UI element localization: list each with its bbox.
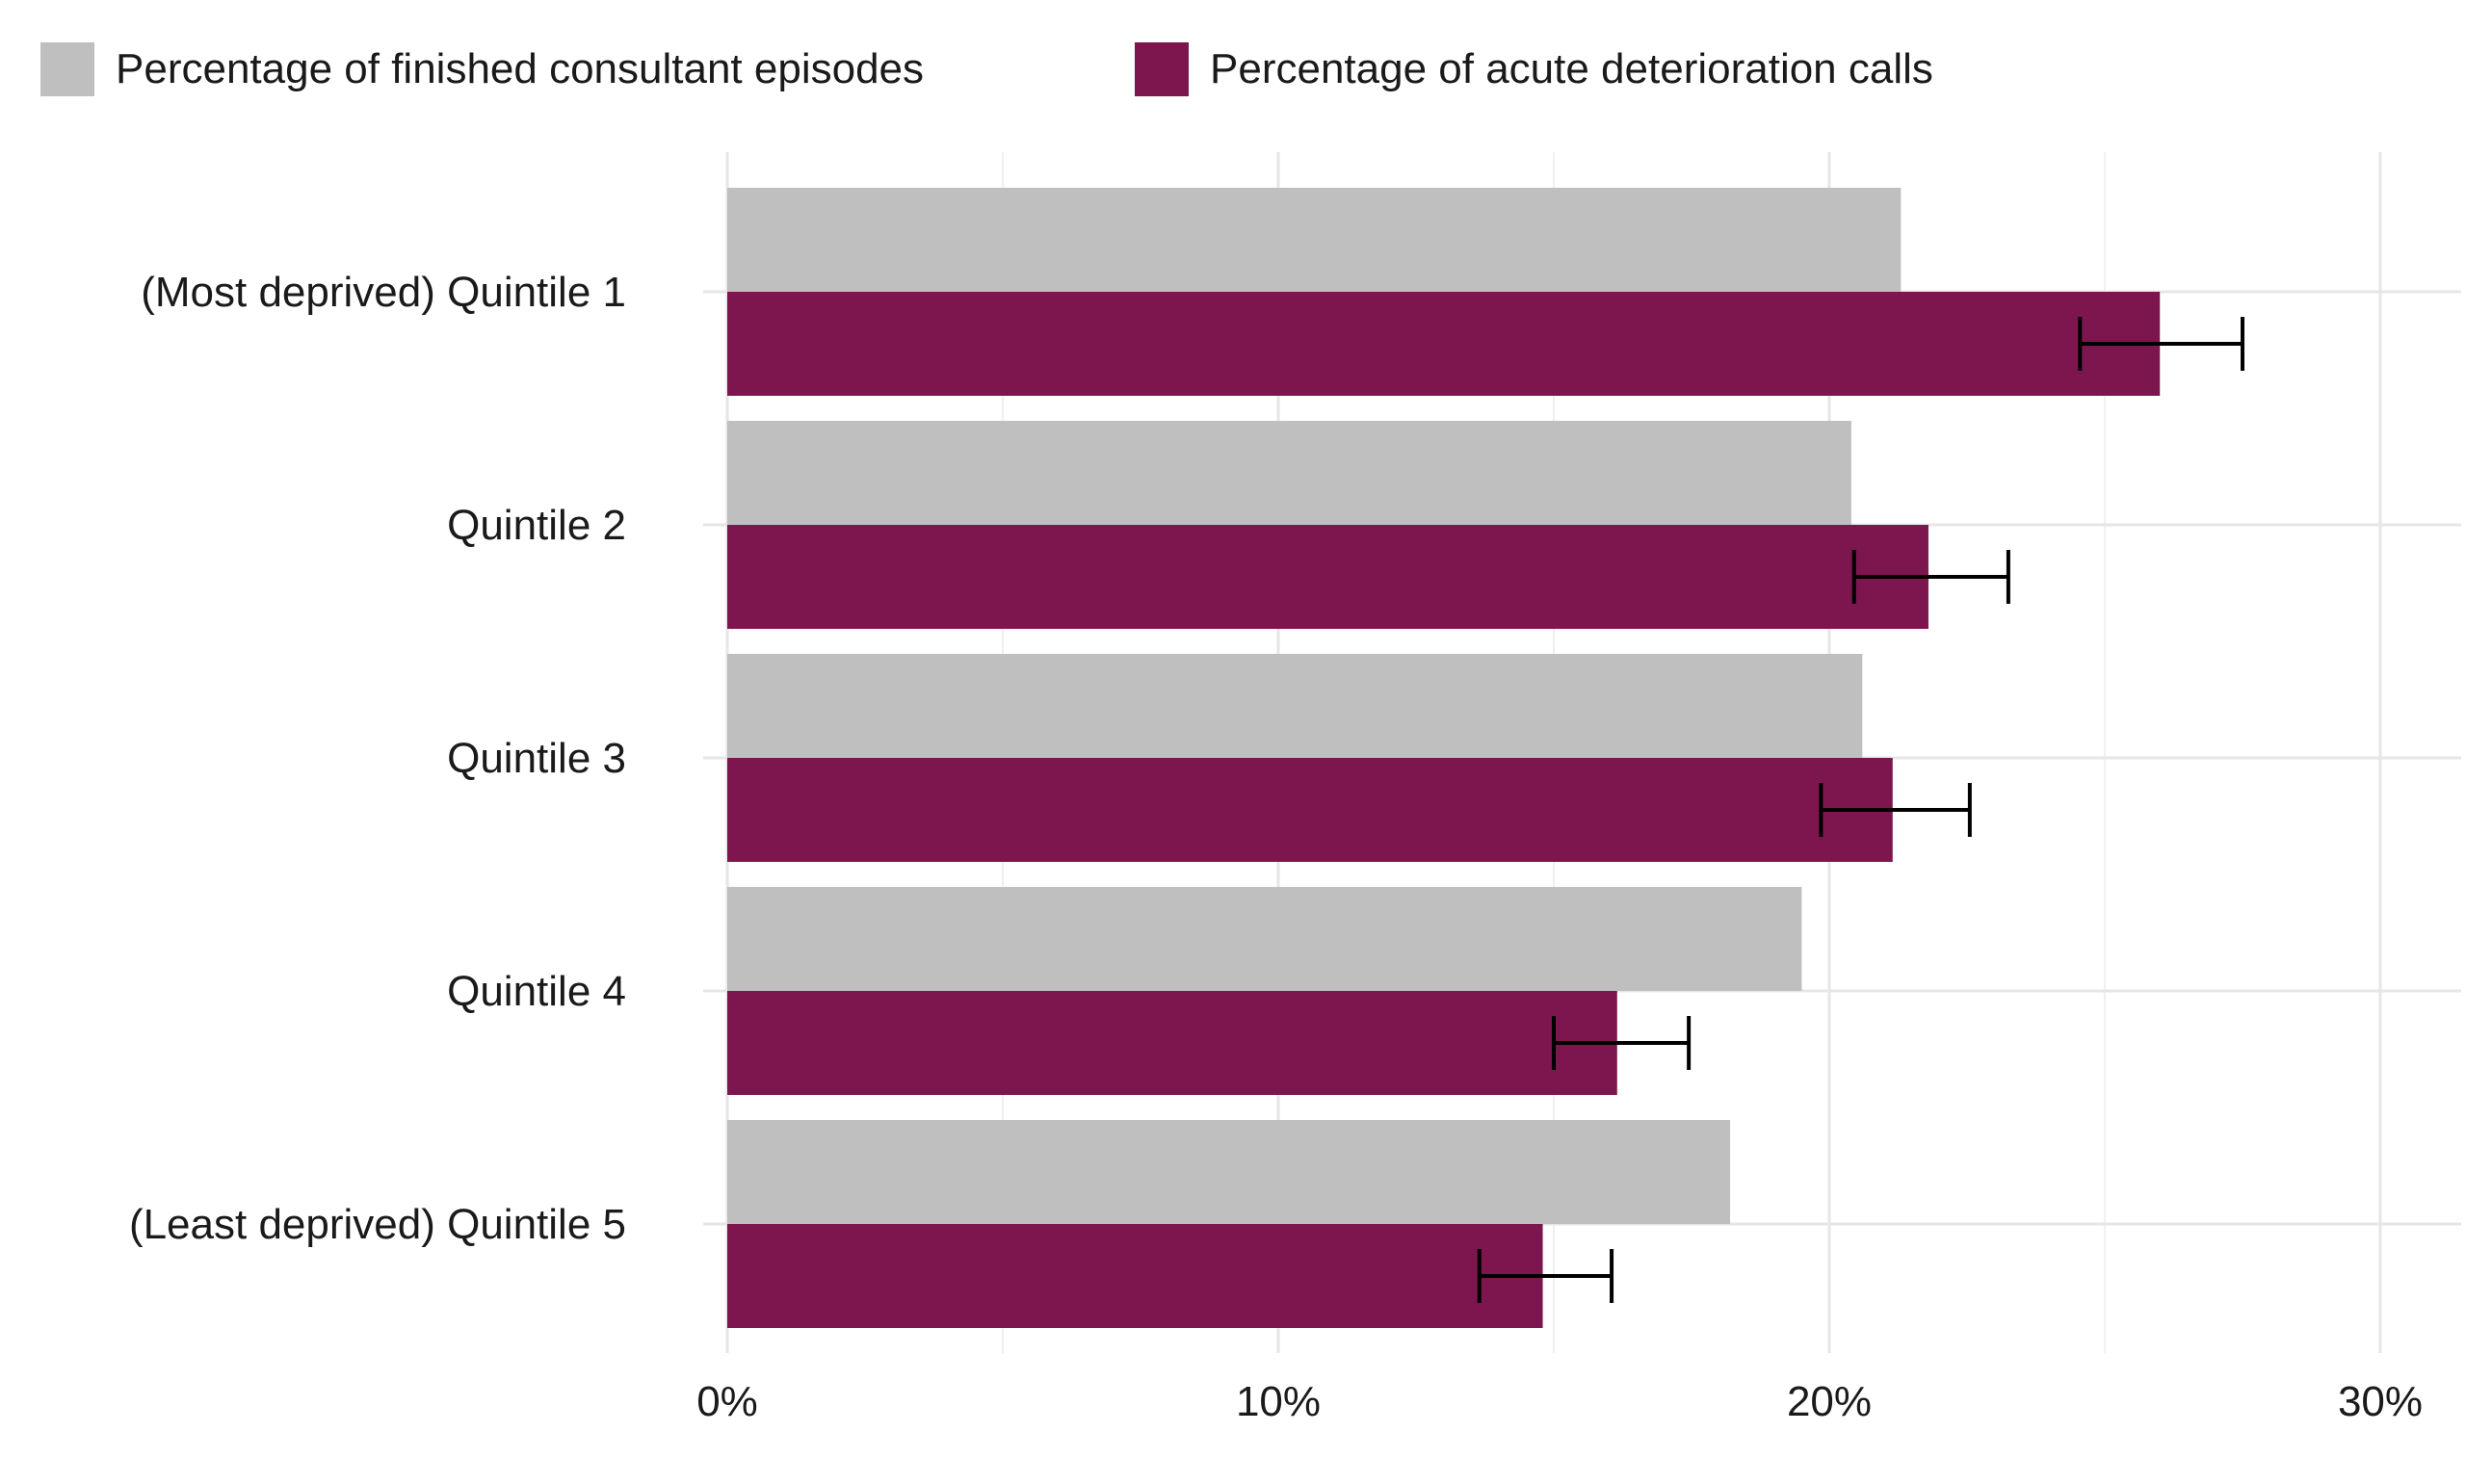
bar-finished-consultant-episodes <box>727 421 1851 525</box>
legend-item: Percentage of finished consultant episod… <box>40 42 924 96</box>
legend-swatch <box>40 42 94 96</box>
bar-acute-deterioration-calls <box>727 292 2161 396</box>
legend-label: Percentage of acute deterioration calls <box>1210 45 1933 92</box>
bar-acute-deterioration-calls <box>727 758 1893 862</box>
error-bar <box>1477 1249 1614 1303</box>
x-axis: 0% 10% 20% 30% <box>696 1378 2423 1425</box>
bar-acute-deterioration-calls <box>727 525 1928 629</box>
y-tick-label: (Most deprived) Quintile 1 <box>141 269 626 316</box>
y-axis: (Most deprived) Quintile 1 Quintile 2 Quin… <box>129 269 626 1248</box>
bars-layer <box>727 188 2161 1328</box>
error-bar <box>2078 317 2244 371</box>
bar-finished-consultant-episodes <box>727 1120 1731 1224</box>
x-tick-label: 20% <box>1787 1378 1872 1425</box>
legend-item: Percentage of acute deterioration calls <box>1135 42 1933 96</box>
x-tick-label: 30% <box>2338 1378 2423 1425</box>
errorbar-layer <box>1477 317 2244 1303</box>
error-bar <box>1851 550 2010 604</box>
bar-finished-consultant-episodes <box>727 188 1902 292</box>
legend: Percentage of finished consultant episod… <box>40 42 1933 96</box>
y-tick-label: Quintile 2 <box>447 502 626 549</box>
legend-label: Percentage of finished consultant episod… <box>116 45 924 92</box>
bar-acute-deterioration-calls <box>727 991 1617 1095</box>
legend-swatch <box>1135 42 1189 96</box>
bar-acute-deterioration-calls <box>727 1224 1543 1328</box>
y-tick-label: (Least deprived) Quintile 5 <box>129 1201 626 1248</box>
bar-finished-consultant-episodes <box>727 887 1802 991</box>
bar-finished-consultant-episodes <box>727 654 1863 758</box>
x-tick-label: 0% <box>696 1378 758 1425</box>
y-tick-label: Quintile 4 <box>447 968 626 1015</box>
y-tick-label: Quintile 3 <box>447 735 626 782</box>
x-tick-label: 10% <box>1236 1378 1321 1425</box>
error-bar <box>1819 783 1972 837</box>
error-bar <box>1552 1016 1692 1070</box>
